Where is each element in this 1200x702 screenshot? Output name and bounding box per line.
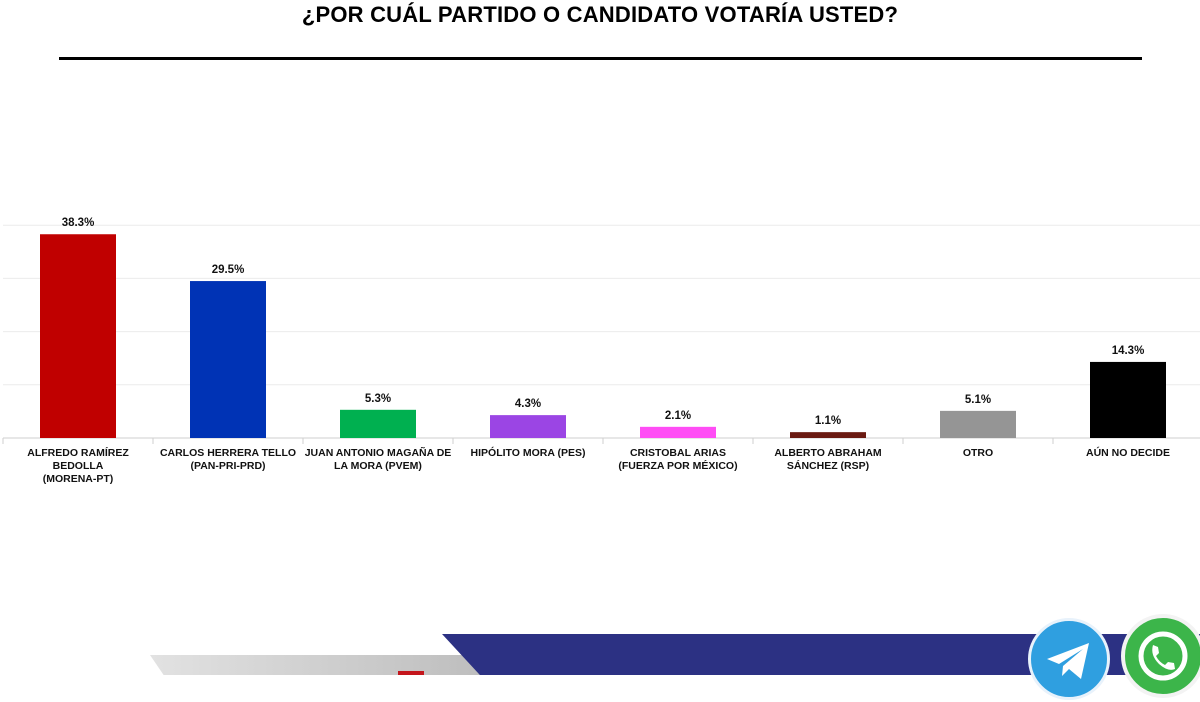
category-label-line: CRISTOBAL ARIAS	[629, 447, 727, 459]
data-label: 5.3%	[365, 393, 391, 405]
category-label: AÚN NO DECIDE	[1053, 447, 1200, 460]
category-label-line: SÁNCHEZ (RSP)	[786, 460, 870, 472]
bar	[1090, 361, 1166, 438]
data-label: 1.1%	[815, 415, 841, 427]
whatsapp-glyph	[1138, 631, 1188, 681]
whatsapp-icon[interactable]	[1121, 614, 1200, 698]
footer-red-accent	[398, 671, 424, 675]
data-label: 38.3%	[62, 217, 95, 229]
footer-grey-stripe	[150, 655, 490, 675]
bar	[940, 410, 1016, 438]
category-label-line: AÚN NO DECIDE	[1085, 447, 1170, 459]
telegram-glyph	[1047, 643, 1089, 679]
category-label-line: (FUERZA POR MÉXICO)	[618, 460, 738, 472]
category-label-line: HIPÓLITO MORA (PES)	[470, 447, 586, 459]
category-label: ALFREDO RAMÍREZ BEDOLLA (MORENA-PT)	[3, 447, 153, 486]
bar	[640, 426, 716, 438]
category-label: CARLOS HERRERA TELLO (PAN-PRI-PRD)	[153, 447, 303, 473]
data-label: 2.1%	[665, 410, 691, 422]
data-label: 29.5%	[212, 264, 245, 276]
category-label-line: JUAN ANTONIO MAGAÑA DE	[304, 447, 452, 459]
chart-title: ¿POR CUÁL PARTIDO O CANDIDATO VOTARÍA US…	[301, 2, 899, 27]
data-label: 5.1%	[965, 394, 991, 406]
bar	[40, 234, 116, 438]
bar-chart: 38.3% 29.5% 5.3% 4.3% 2.1% 1.1% 5.1% 14.3%	[2, 217, 1200, 444]
category-label: CRISTOBAL ARIAS (FUERZA POR MÉXICO)	[603, 447, 753, 473]
data-label: 14.3%	[1112, 345, 1145, 357]
category-label: JUAN ANTONIO MAGAÑA DE LA MORA (PVEM)	[303, 447, 453, 473]
category-label: HIPÓLITO MORA (PES)	[453, 447, 603, 460]
category-label-line: OTRO	[962, 447, 994, 459]
category-label: OTRO	[903, 447, 1053, 460]
data-label: 4.3%	[515, 398, 541, 410]
category-label-line: ALBERTO ABRAHAM	[774, 447, 882, 459]
category-label: ALBERTO ABRAHAM SÁNCHEZ (RSP)	[753, 447, 903, 473]
category-label-line: CARLOS HERRERA TELLO	[159, 447, 297, 459]
title-underline	[59, 57, 1142, 60]
bar	[790, 432, 866, 438]
bar	[490, 415, 566, 438]
category-label-line: ALFREDO RAMÍREZ BEDOLLA	[27, 447, 129, 472]
category-label-line: (MORENA-PT)	[42, 473, 114, 485]
telegram-icon[interactable]	[1028, 618, 1110, 700]
category-label-line: (PAN-PRI-PRD)	[190, 460, 266, 472]
bar	[340, 409, 416, 438]
category-label-line: LA MORA (PVEM)	[334, 460, 422, 472]
bar	[190, 281, 266, 438]
